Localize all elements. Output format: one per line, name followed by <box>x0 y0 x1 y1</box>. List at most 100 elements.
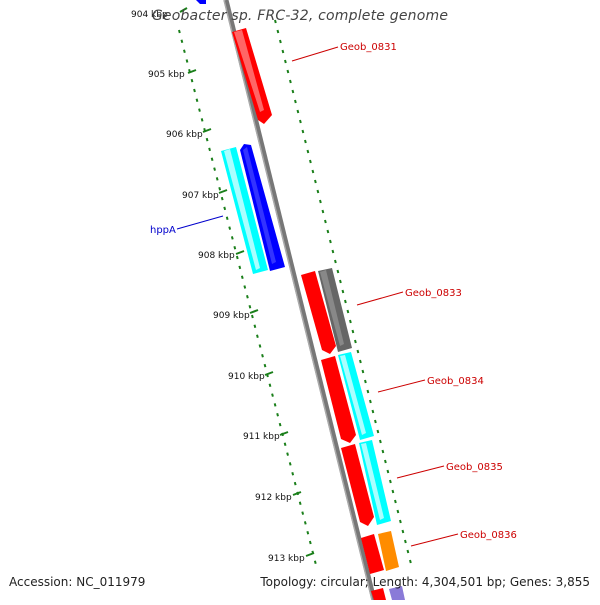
leader-hppA <box>176 215 224 230</box>
outer-tick <box>371 409 375 414</box>
outer-tick <box>386 469 390 474</box>
gene-label-geob-0834[interactable]: Geob_0834 <box>427 376 484 387</box>
gene-geob-0833-gray-shade <box>320 270 344 346</box>
inner-tick <box>263 363 267 368</box>
outer-tick <box>306 149 310 154</box>
inner-tick <box>213 167 216 171</box>
outer-tick <box>366 389 370 394</box>
gene-geob-0834-cyan-shade <box>340 355 366 435</box>
outer-tick <box>364 379 367 384</box>
outer-tick <box>406 549 410 554</box>
leader-geob-0834 <box>377 379 426 393</box>
outer-tick <box>361 369 365 374</box>
outer-tick <box>379 439 382 444</box>
inner-tick <box>180 39 184 44</box>
accession-text: Accession: NC_011979 <box>9 575 146 589</box>
outer-tick <box>339 279 342 284</box>
gene-label-geob-0831[interactable]: Geob_0831 <box>340 42 397 53</box>
outer-tick <box>346 309 350 314</box>
leader-geob-0836 <box>410 533 459 547</box>
gene-labels: Geob_0831 hppA Geob_0833 Geob_0834 Geob_… <box>150 42 517 541</box>
inner-tick <box>183 49 186 53</box>
inner-tick <box>291 471 295 476</box>
inner-tick <box>190 78 194 83</box>
outer-tick <box>274 19 277 24</box>
inner-tick <box>185 59 189 63</box>
gene-label-geob-0833[interactable]: Geob_0833 <box>405 288 462 299</box>
inner-tick <box>205 137 209 142</box>
outer-tick <box>276 29 280 34</box>
gene-geob-0835-red[interactable] <box>341 444 374 526</box>
backbone-highlight <box>223 0 373 601</box>
gene-label-geob-0836[interactable]: Geob_0836 <box>460 530 517 541</box>
outer-tick <box>334 259 337 264</box>
outer-tick <box>309 159 312 164</box>
summary-text: Topology: circular; Length: 4,304,501 bp… <box>260 575 590 589</box>
scale-label: 908 kbp <box>198 251 235 261</box>
outer-tick <box>326 229 330 234</box>
gene-red-bottom[interactable] <box>371 588 386 600</box>
scale-tick <box>187 69 197 74</box>
inner-tick <box>278 422 282 427</box>
outer-tick <box>286 69 290 74</box>
outer-tick <box>384 459 387 464</box>
leader-geob-0831 <box>291 46 339 62</box>
scale-label: 913 kbp <box>268 554 305 564</box>
outer-tick <box>389 479 392 484</box>
inner-tick <box>220 196 224 201</box>
inner-tick <box>286 452 289 456</box>
inner-tick <box>238 265 242 270</box>
scale-tick <box>218 189 228 194</box>
inner-tick <box>246 295 249 299</box>
gene-purple-bottom[interactable] <box>389 586 405 600</box>
outer-tick <box>304 139 307 144</box>
inner-tick <box>261 354 264 358</box>
scale-tick <box>264 371 274 376</box>
outer-tick <box>284 59 287 64</box>
backbone-line <box>223 0 377 601</box>
outer-tick <box>321 209 325 214</box>
gene-geob-0834-red[interactable] <box>321 356 356 443</box>
inner-tick <box>293 481 297 486</box>
inner-tick <box>288 462 292 466</box>
inner-tick <box>243 285 247 289</box>
gene-label-geob-0835[interactable]: Geob_0835 <box>446 462 503 473</box>
genome-backbone <box>223 0 377 601</box>
outer-tick <box>291 89 295 94</box>
outer-tick <box>349 319 352 324</box>
inner-tick <box>256 334 259 338</box>
outer-tick <box>394 499 397 504</box>
inner-tick <box>248 304 252 309</box>
outer-tick <box>359 359 362 364</box>
gene-label-hppA[interactable]: hppA <box>150 225 176 236</box>
outer-tick <box>329 239 332 244</box>
outer-tick <box>319 199 322 204</box>
outer-tick <box>296 109 300 114</box>
outer-tick <box>391 489 395 494</box>
gene-features <box>196 0 405 600</box>
leader-geob-0833 <box>356 291 404 306</box>
gene-geob-0836-red[interactable] <box>361 534 384 574</box>
outer-tick <box>324 219 327 224</box>
scale-tick <box>202 128 212 133</box>
inner-tick <box>198 108 201 112</box>
gene-geob-0836-orange[interactable] <box>378 531 399 571</box>
scale-label: 906 kbp <box>166 130 203 140</box>
outer-tick <box>314 179 317 184</box>
inner-tick <box>235 255 239 260</box>
gene-blue-top[interactable] <box>196 0 206 4</box>
scale-label: 911 kbp <box>243 432 280 442</box>
gene-geob-0833-red[interactable] <box>301 271 336 354</box>
scale-ticks <box>178 19 412 564</box>
gene-geob-0835-cyan-shade <box>361 443 384 520</box>
inner-tick <box>268 383 272 388</box>
outer-tick <box>401 529 405 534</box>
inner-tick <box>228 226 232 230</box>
outer-tick <box>294 99 297 104</box>
scale-tick <box>235 250 245 255</box>
inner-tick <box>233 245 237 250</box>
inner-tick <box>215 177 219 181</box>
inner-tick <box>258 344 262 348</box>
